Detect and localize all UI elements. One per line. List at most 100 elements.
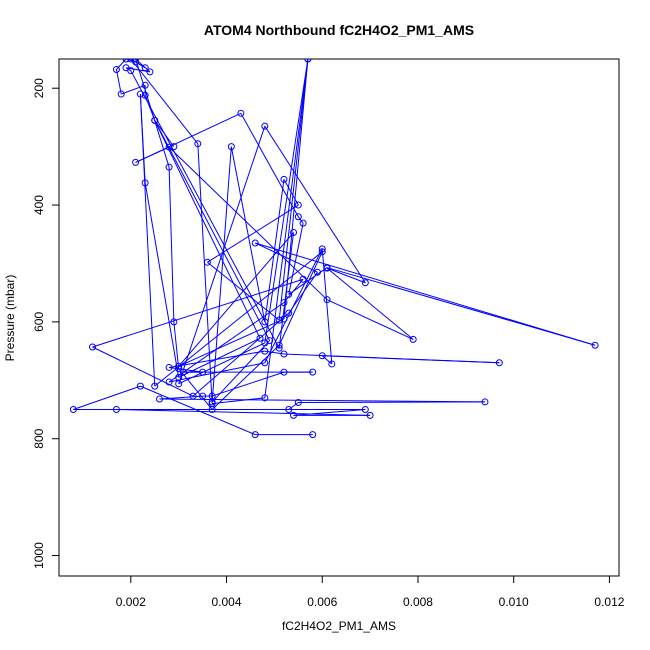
data-point [251, 431, 259, 439]
data-point [117, 90, 125, 98]
series-segment [288, 223, 304, 295]
series-segment [135, 59, 170, 168]
series-segment [255, 242, 596, 346]
data-point [261, 359, 269, 367]
series-segment [211, 344, 280, 410]
series-segment [278, 232, 295, 349]
data-point [299, 219, 307, 227]
data-point [275, 344, 283, 352]
data-point [203, 258, 211, 266]
y-tick-label: 600 [32, 312, 46, 332]
data-point [323, 264, 331, 272]
data-point [409, 335, 417, 343]
data-point [112, 406, 120, 414]
y-tick-label: 800 [32, 428, 46, 448]
data-point [141, 91, 149, 99]
data-point [294, 201, 302, 209]
data-point [141, 179, 149, 187]
data-point [309, 368, 317, 376]
series-segment [288, 402, 299, 410]
data-point [175, 362, 183, 370]
series-segment [321, 355, 333, 365]
data-point [280, 350, 288, 358]
data-point [136, 382, 144, 390]
series-segment [264, 125, 366, 284]
data-point [275, 341, 283, 349]
data-point [189, 392, 197, 400]
series-segment [326, 267, 366, 284]
data-point [165, 163, 173, 171]
data-point [165, 363, 173, 371]
data-point [323, 296, 331, 304]
data-point [170, 143, 178, 151]
series-segment [178, 342, 266, 385]
data-point [328, 360, 336, 368]
series-segment [168, 146, 328, 301]
series-segment [212, 371, 285, 397]
y-tick-label: 400 [32, 195, 46, 215]
series-segment [168, 302, 285, 383]
series-segment [154, 251, 323, 387]
data-point [280, 368, 288, 376]
data-point [89, 343, 97, 351]
series-segment [326, 299, 414, 340]
data-point [146, 68, 154, 76]
data-point [275, 316, 283, 324]
data-point [285, 309, 293, 317]
data-point [280, 299, 288, 307]
series-segment [207, 204, 299, 263]
data-point [165, 143, 173, 151]
series-segment [116, 409, 371, 416]
x-tick-label: 0.004 [212, 595, 242, 609]
series-segment [115, 69, 122, 95]
data-point [280, 175, 288, 183]
y-tick-label: 1000 [32, 542, 46, 569]
data-point [194, 140, 202, 148]
series-segment [116, 59, 127, 70]
data-point [132, 158, 140, 166]
data-point [261, 122, 269, 130]
data-point [141, 81, 149, 89]
series-segment [92, 278, 304, 348]
data-point [175, 373, 183, 381]
data-point [285, 290, 293, 298]
data-point [318, 245, 326, 253]
data-point [261, 347, 269, 355]
x-tick-label: 0.002 [116, 595, 146, 609]
data-point [285, 406, 293, 414]
series-segment [154, 120, 271, 341]
series-segment [173, 321, 180, 369]
x-tick-label: 0.012 [594, 595, 624, 609]
x-tick-label: 0.010 [499, 595, 529, 609]
data-point [175, 365, 183, 373]
data-point [132, 59, 140, 63]
data-point [361, 279, 369, 287]
data-point [112, 66, 120, 74]
series-segment [264, 179, 285, 322]
data-point [136, 90, 144, 98]
series-segment [240, 113, 299, 217]
series-segment [168, 362, 265, 383]
data-point [280, 315, 288, 323]
data-point [122, 59, 130, 63]
data-point [318, 248, 326, 256]
series-segment [178, 232, 294, 367]
data-point [290, 229, 298, 237]
data-point [170, 318, 178, 326]
data-point [141, 64, 149, 72]
series-group [69, 59, 599, 439]
series-segment [159, 395, 203, 400]
series-segment [278, 59, 309, 321]
series-segment [92, 346, 194, 397]
series-segment [178, 337, 261, 378]
x-axis-label: fC2H4O2_PM1_AMS [282, 619, 396, 633]
x-axis: 0.002 0.004 0.006 0.008 0.010 0.012 [116, 575, 625, 609]
data-point [165, 378, 173, 386]
data-point [309, 431, 317, 439]
x-tick-label: 0.008 [403, 595, 433, 609]
data-point [294, 398, 302, 406]
x-tick-label: 0.006 [307, 595, 337, 609]
chart-title: ATOM4 Northbound fC2H4O2_PM1_AMS [204, 22, 474, 38]
series-segment [197, 143, 213, 404]
series-layer [69, 59, 599, 439]
